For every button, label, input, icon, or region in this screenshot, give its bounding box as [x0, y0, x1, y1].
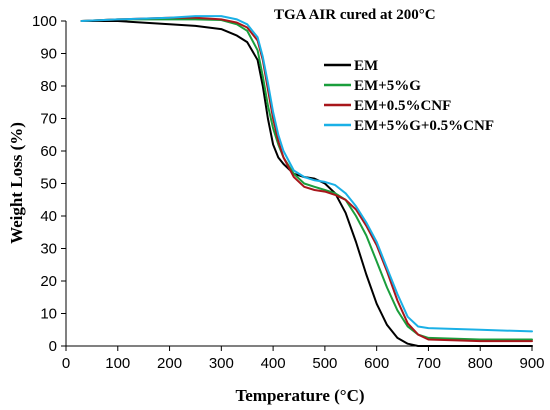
ticks: 0 100 200 300 400 500 600 700 800 900 0 10 20 30 40 50 6… [32, 13, 545, 372]
y-tick-label: 40 [40, 208, 57, 225]
y-axis-title: Weight Loss (%) [7, 122, 26, 244]
x-tick-label: 300 [209, 355, 234, 372]
x-tick-label: 700 [416, 355, 441, 372]
axes [65, 21, 532, 347]
series-layer [80, 15, 533, 347]
y-tick-label: 90 [40, 46, 57, 63]
series-line [80, 16, 533, 343]
x-tick-label: 800 [468, 355, 493, 372]
x-tick-label: 200 [157, 355, 182, 372]
x-tick-label: 600 [364, 355, 389, 372]
y-tick-label: 20 [40, 273, 57, 290]
x-tick-label: 100 [105, 355, 130, 372]
y-tick-label: 10 [40, 306, 57, 323]
y-tick-label: 80 [40, 78, 57, 95]
y-tick-label: 30 [40, 241, 57, 258]
legend-label: EM+5%G [354, 78, 421, 94]
y-tick-label: 60 [40, 143, 57, 160]
legend-label: EM+5%G+0.5%CNF [354, 118, 494, 134]
y-tick-label: 100 [32, 13, 57, 30]
x-axis-title: Temperature (°C) [235, 386, 364, 405]
y-tick-label: 70 [40, 111, 57, 128]
legend-label: EM+0.5%CNF [354, 98, 451, 114]
chart-title: TGA AIR cured at 200°C [274, 7, 436, 23]
series-line [80, 18, 533, 341]
y-tick-label: 50 [40, 176, 57, 193]
legend-label: EM [354, 58, 378, 74]
x-tick-label: 500 [312, 355, 337, 372]
series-line [80, 15, 533, 333]
y-tick-label: 0 [49, 338, 57, 355]
x-tick-label: 400 [261, 355, 286, 372]
x-tick-label: 0 [62, 355, 70, 372]
x-tick-label: 900 [519, 355, 544, 372]
legend: EM EM+5%G EM+0.5%CNF EM+5%G+0.5%CNF [324, 58, 494, 134]
